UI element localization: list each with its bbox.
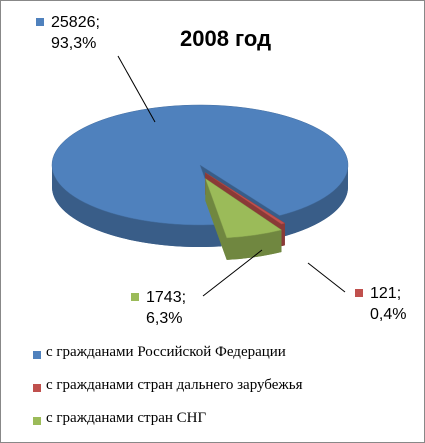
leader-line (202, 249, 263, 297)
legend-marker (33, 417, 41, 425)
data-label: 121; 0,4% (370, 285, 407, 323)
pie-slice-side (226, 230, 282, 260)
pie-slice-side (52, 165, 222, 247)
pie-slice (51, 104, 349, 226)
label-marker (36, 18, 44, 26)
legend-label: с гражданами стран СНГ (46, 410, 207, 426)
legend-label: с гражданами стран дальнего зарубежья (46, 377, 303, 393)
pie-slice (204, 177, 283, 239)
chart-title: 2008 год (180, 26, 272, 51)
data-label: 1743; 6,3% (146, 289, 187, 327)
label-marker (131, 293, 139, 301)
pie-slice-cut (205, 178, 227, 260)
pie-slice-side (279, 165, 348, 238)
leader-line (117, 55, 156, 123)
data-label: 25826; 93,3% (51, 14, 100, 52)
pie-slice (205, 172, 286, 225)
leader-line (307, 262, 346, 293)
pie-slice-side (281, 223, 285, 247)
legend-marker (33, 384, 41, 392)
label-marker (355, 289, 363, 297)
legend-label: с гражданами Российской Федерации (46, 344, 286, 360)
legend-marker (33, 351, 41, 359)
